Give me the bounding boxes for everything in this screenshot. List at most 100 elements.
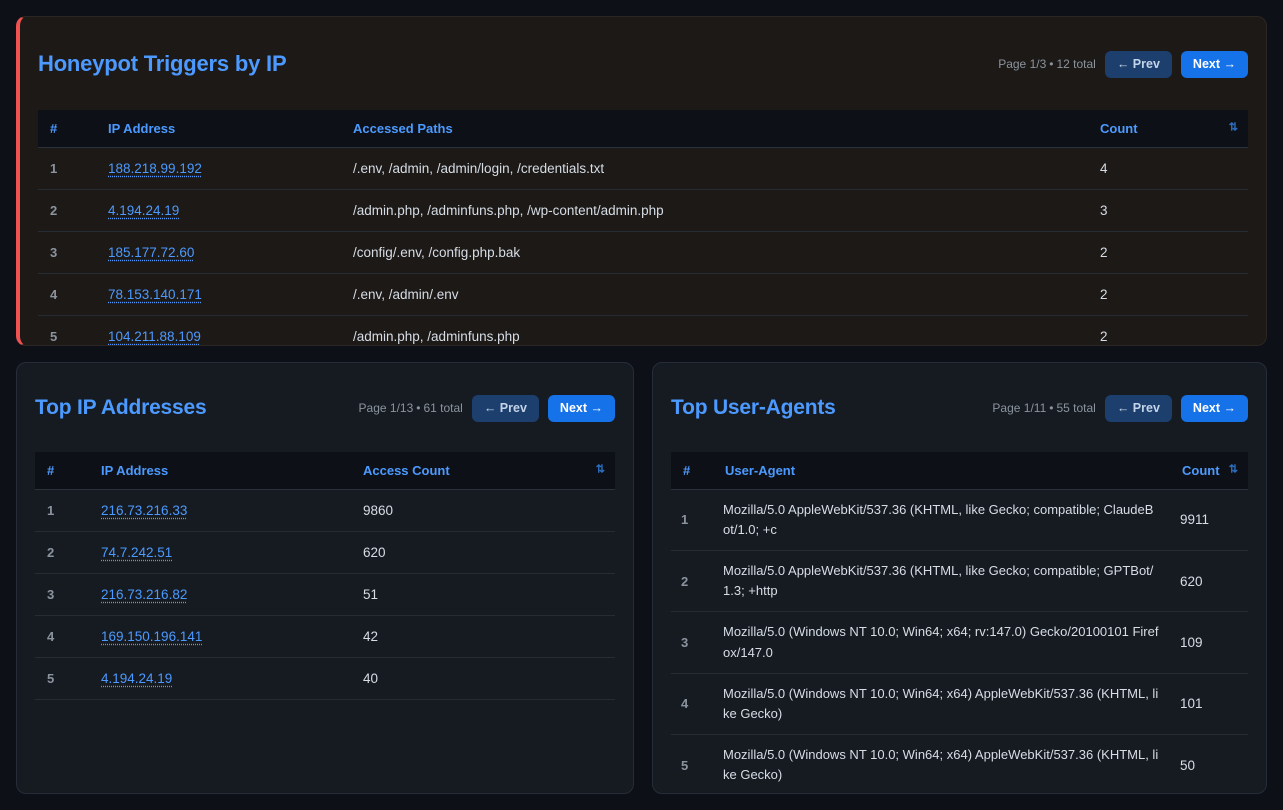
honeypot-table-body: 1 188.218.99.192 /.env, /admin, /admin/l…: [38, 147, 1248, 345]
prev-page-button[interactable]: ← Prev: [471, 395, 539, 422]
top-user-agents-table: # User-Agent Count ⇅ 1 Mozilla/5.0 AppleW…: [671, 451, 1248, 793]
panel-header: Honeypot Triggers by IP Page 1/3 • 12 tota…: [38, 33, 1248, 96]
cell-accessed-paths: /admin.php, /adminfuns.php, /wp-content/…: [341, 189, 1088, 232]
panel-title-top-ips: Top IP Addresses: [35, 396, 207, 420]
next-page-button[interactable]: Next →: [547, 395, 615, 422]
cell-count: 620: [1170, 550, 1248, 613]
top-ips-table: # IP Address Access Count ⇅ 1 216.73.216.…: [35, 451, 615, 700]
cell-ip-address: 188.218.99.192: [96, 147, 341, 190]
cell-ip-address: 216.73.216.82: [89, 573, 351, 616]
pagination-controls: Page 1/11 • 55 total ← Prev Next →: [992, 395, 1248, 422]
honeypot-table: # IP Address Accessed Paths Count ⇅ 1 188…: [38, 109, 1248, 345]
column-header-rank[interactable]: #: [35, 451, 89, 490]
pagination-controls: Page 1/3 • 12 total ← Prev Next →: [998, 51, 1248, 78]
column-header-rank[interactable]: #: [671, 451, 713, 490]
ip-address-link[interactable]: 169.150.196.141: [101, 628, 203, 644]
next-page-button[interactable]: Next →: [1180, 51, 1248, 78]
cell-user-agent: Mozilla/5.0 (Windows NT 10.0; Win64; x64…: [713, 734, 1170, 793]
cell-count: 4: [1088, 147, 1248, 190]
table-header-row: # IP Address Access Count ⇅: [35, 451, 615, 490]
top-ip-addresses-panel: Top IP Addresses Page 1/13 • 61 total ← Pr…: [16, 362, 634, 794]
table-row: 2 4.194.24.19 /admin.php, /adminfuns.php…: [38, 189, 1248, 232]
top-ips-table-body: 1 216.73.216.33 9860 2 74.7.242.51 620 3…: [35, 489, 615, 700]
table-row: 3 216.73.216.82 51: [35, 573, 615, 616]
cell-accessed-paths: /.env, /admin, /admin/login, /credential…: [341, 147, 1088, 190]
total-count-label: 55 total: [1056, 401, 1096, 416]
column-header-ip-address[interactable]: IP Address: [89, 451, 351, 490]
cell-user-agent: Mozilla/5.0 (Windows NT 10.0; Win64; x64…: [713, 611, 1170, 674]
table-header-row: # IP Address Accessed Paths Count ⇅: [38, 109, 1248, 148]
sort-updown-icon[interactable]: ⇅: [1228, 121, 1238, 134]
ip-address-link[interactable]: 4.194.24.19: [108, 202, 180, 218]
top-user-agents-panel: Top User-Agents Page 1/11 • 55 total ← Pre…: [652, 362, 1267, 794]
column-header-rank[interactable]: #: [38, 109, 96, 148]
ip-address-link[interactable]: 188.218.99.192: [108, 160, 202, 176]
cell-ip-address: 4.194.24.19: [89, 657, 351, 700]
bottom-panels-row: Top IP Addresses Page 1/13 • 61 total ← Pr…: [16, 362, 1267, 794]
cell-rank: 4: [35, 615, 89, 658]
cell-rank: 2: [35, 531, 89, 574]
column-header-user-agent[interactable]: User-Agent: [713, 451, 1170, 490]
total-count-label: 12 total: [1056, 57, 1096, 72]
table-header-row: # User-Agent Count ⇅: [671, 451, 1248, 490]
table-row: 1 Mozilla/5.0 AppleWebKit/537.36 (KHTML,…: [671, 489, 1248, 552]
page-number-label: Page 1/13: [358, 401, 414, 416]
cell-rank: 2: [38, 189, 96, 232]
cell-rank: 1: [38, 147, 96, 190]
cell-ip-address: 78.153.140.171: [96, 273, 341, 316]
column-header-ip-address[interactable]: IP Address: [96, 109, 341, 148]
cell-user-agent: Mozilla/5.0 AppleWebKit/537.36 (KHTML, l…: [713, 489, 1170, 552]
cell-accessed-paths: /admin.php, /adminfuns.php: [341, 315, 1088, 345]
column-header-count[interactable]: Count ⇅: [1170, 451, 1248, 490]
ip-address-link[interactable]: 74.7.242.51: [101, 544, 173, 560]
cell-count: 2: [1088, 273, 1248, 316]
prev-page-button[interactable]: ← Prev: [1104, 395, 1172, 422]
cell-rank: 5: [671, 734, 713, 793]
cell-count: 101: [1170, 673, 1248, 735]
pagination-status: Page 1/3 • 12 total: [998, 57, 1096, 71]
cell-rank: 3: [35, 573, 89, 616]
cell-rank: 5: [38, 315, 96, 345]
cell-rank: 3: [38, 231, 96, 274]
pagination-separator: •: [416, 401, 421, 416]
cell-access-count: 620: [351, 531, 615, 574]
column-header-count[interactable]: Count ⇅: [1088, 109, 1248, 148]
cell-count: 2: [1088, 315, 1248, 345]
prev-page-button[interactable]: ← Prev: [1104, 51, 1172, 78]
cell-ip-address: 216.73.216.33: [89, 489, 351, 532]
pagination-controls: Page 1/13 • 61 total ← Prev Next →: [359, 395, 615, 422]
table-row: 5 104.211.88.109 /admin.php, /adminfuns.…: [38, 315, 1248, 345]
page-number-label: Page 1/11: [992, 401, 1047, 416]
cell-count: 109: [1170, 611, 1248, 674]
table-row: 5 Mozilla/5.0 (Windows NT 10.0; Win64; x…: [671, 734, 1248, 793]
next-page-button[interactable]: Next →: [1180, 395, 1248, 422]
ip-address-link[interactable]: 104.211.88.109: [108, 328, 201, 344]
pagination-separator: •: [1049, 401, 1054, 416]
cell-count: 9911: [1170, 489, 1248, 552]
sort-updown-icon[interactable]: ⇅: [595, 463, 605, 476]
cell-rank: 2: [671, 550, 713, 613]
sort-updown-icon[interactable]: ⇅: [1228, 463, 1238, 476]
column-header-access-count-label: Access Count: [363, 462, 450, 478]
ip-address-link[interactable]: 216.73.216.33: [101, 502, 188, 518]
page-title: Honeypot Triggers by IP: [38, 51, 287, 77]
cell-ip-address: 104.211.88.109: [96, 315, 341, 345]
cell-access-count: 51: [351, 573, 615, 616]
ip-address-link[interactable]: 4.194.24.19: [101, 670, 173, 686]
table-row: 2 Mozilla/5.0 AppleWebKit/537.36 (KHTML,…: [671, 550, 1248, 613]
cell-accessed-paths: /config/.env, /config.php.bak: [341, 231, 1088, 274]
ip-address-link[interactable]: 185.177.72.60: [108, 244, 195, 260]
table-row: 3 185.177.72.60 /config/.env, /config.ph…: [38, 231, 1248, 274]
cell-rank: 1: [35, 489, 89, 532]
ip-address-link[interactable]: 78.153.140.171: [108, 286, 202, 302]
ip-address-link[interactable]: 216.73.216.82: [101, 586, 188, 602]
panel-title-top-user-agents: Top User-Agents: [671, 396, 836, 420]
cell-ip-address: 4.194.24.19: [96, 189, 341, 232]
table-row: 4 Mozilla/5.0 (Windows NT 10.0; Win64; x…: [671, 673, 1248, 735]
column-header-access-count[interactable]: Access Count ⇅: [351, 451, 615, 490]
cell-count: 2: [1088, 231, 1248, 274]
column-header-accessed-paths[interactable]: Accessed Paths: [341, 109, 1088, 148]
table-row: 3 Mozilla/5.0 (Windows NT 10.0; Win64; x…: [671, 611, 1248, 674]
cell-user-agent: Mozilla/5.0 AppleWebKit/537.36 (KHTML, l…: [713, 550, 1170, 613]
